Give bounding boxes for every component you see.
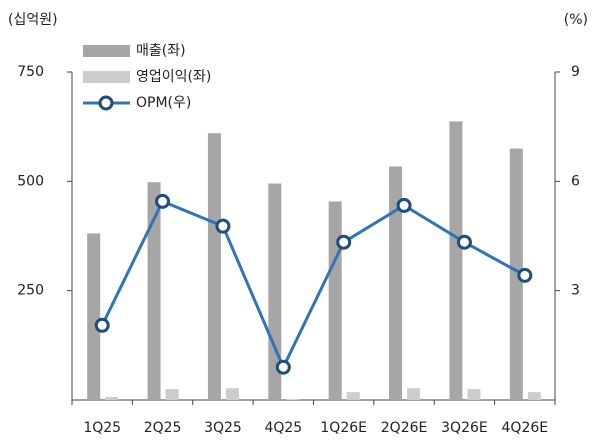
y2-tick-label: 6 [571,173,580,189]
x-tick-label: 2Q26E [381,420,428,436]
x-tick-label: 4Q26E [502,420,549,436]
legend-swatch [83,71,130,83]
bar [165,389,179,400]
point [336,234,352,250]
bar [147,182,161,400]
bar [389,166,403,400]
bar [87,233,101,400]
y2-tick-label: 3 [571,283,580,299]
bar [407,388,421,400]
line [100,199,526,371]
y-tick-label: 500 [17,173,44,189]
x-tick-label: 3Q25 [204,420,242,436]
y-tick-label: 750 [17,64,44,80]
bar [449,121,463,400]
x-tick-label: 3Q26E [441,420,488,436]
x-tick-label: 2Q25 [144,420,182,436]
legend-swatch [83,45,130,57]
x-tick-label: 1Q26E [320,420,367,436]
y2-axis-label: (%) [564,12,588,28]
point [517,267,533,283]
point [275,359,291,375]
bar [509,148,523,400]
x-tick-label: 4Q25 [264,420,302,436]
point [456,234,472,250]
bar [207,133,221,400]
bar [328,201,342,400]
legend-label: 매출(좌) [136,43,186,59]
x-tick-label: 1Q25 [83,420,121,436]
bar [286,399,300,400]
bar [268,183,282,400]
legend-label: OPM(우) [136,95,191,111]
point [396,197,412,213]
legend-label: 영업이익(좌) [136,69,211,85]
legend-marker [98,95,114,111]
bar [467,389,481,400]
bar [225,388,239,400]
bar [105,396,119,400]
point [94,317,110,333]
point [215,218,231,234]
y-tick-label: 250 [17,283,44,299]
bar [346,392,360,400]
y-axis-label: (십억원) [8,12,58,28]
y2-tick-label: 9 [571,64,580,80]
bar [527,392,541,400]
point [155,193,171,209]
